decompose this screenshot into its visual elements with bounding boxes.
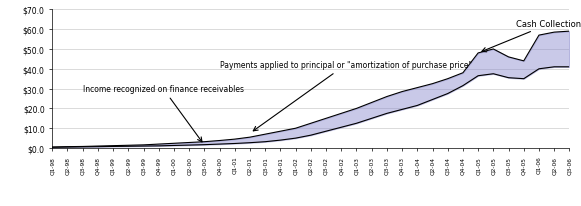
Text: Income recognized on finance receivables: Income recognized on finance receivables [83,85,243,142]
Text: Payments applied to principal or "amortization of purchase price": Payments applied to principal or "amorti… [220,61,472,131]
Text: Cash Collections: Cash Collections [482,20,581,53]
